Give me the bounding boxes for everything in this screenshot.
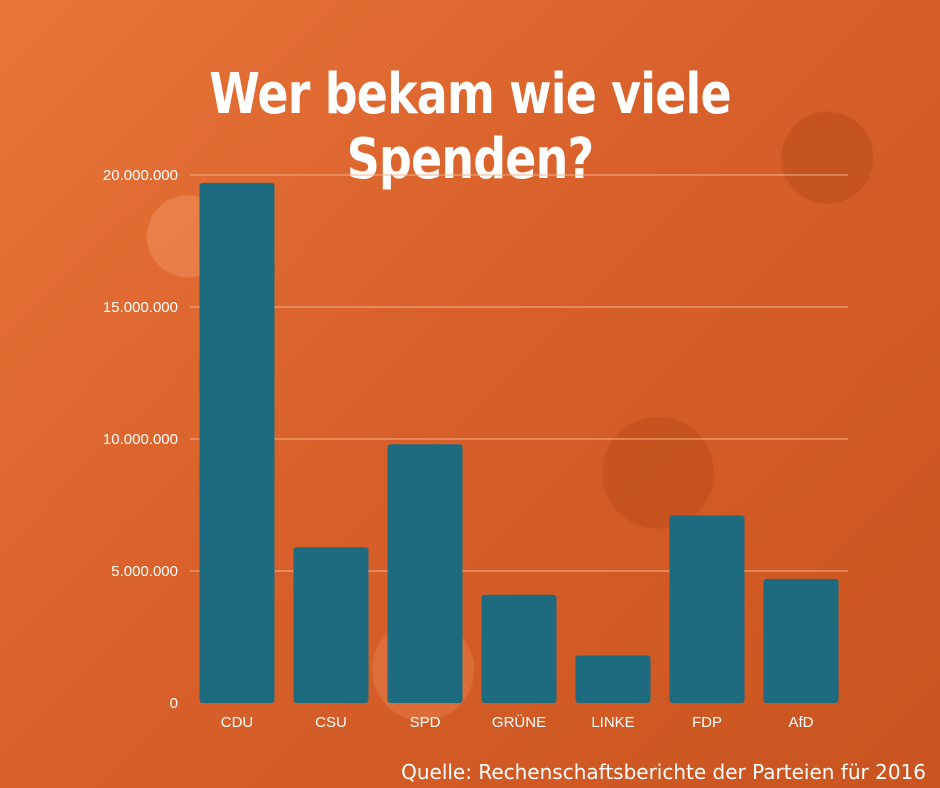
bar-csu [293, 547, 369, 703]
x-tick-label: LINKE [591, 714, 634, 731]
y-axis-ticks: 0 5.000.000 10.000.000 15.000.000 20.000.000 [103, 167, 178, 712]
y-tick-label: 0 [170, 695, 178, 712]
y-tick-label: 20.000.000 [103, 167, 178, 184]
x-tick-label: CDU [221, 714, 254, 731]
y-tick-label: 15.000.000 [103, 299, 178, 316]
bar-cdu [199, 182, 275, 704]
bar-spd [387, 444, 463, 703]
bar-afd [763, 578, 839, 703]
x-tick-label: FDP [692, 714, 722, 731]
bar-fdp [669, 515, 745, 703]
bar-grüne [481, 594, 557, 703]
x-tick-label: CSU [315, 714, 347, 731]
bars [199, 182, 839, 704]
x-tick-label: AfD [788, 714, 813, 731]
y-tick-label: 10.000.000 [103, 431, 178, 448]
chart-title: Wer bekam wie viele Spenden? [209, 62, 731, 192]
x-tick-label: SPD [410, 714, 441, 731]
x-tick-label: GRÜNE [492, 713, 546, 731]
y-tick-label: 5.000.000 [111, 563, 178, 580]
x-axis-ticks: CDU CSU SPD GRÜNE LINKE FDP AfD [221, 713, 814, 731]
source-note: Quelle: Rechenschaftsberichte der Partei… [401, 760, 926, 784]
gridlines [190, 174, 848, 572]
bar-linke [575, 655, 651, 703]
